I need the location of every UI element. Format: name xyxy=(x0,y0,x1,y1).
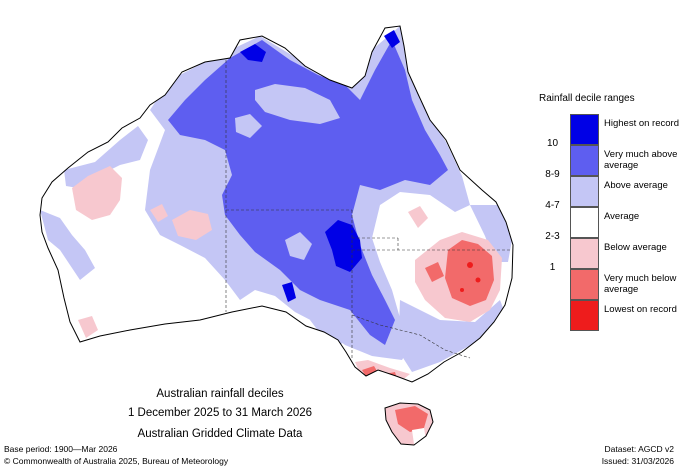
legend-range-label: 1 xyxy=(549,262,556,273)
caption-title: Australian rainfall deciles xyxy=(156,388,284,400)
dataset-text: Dataset: AGCD v2 xyxy=(604,444,674,454)
legend-swatch xyxy=(570,176,599,207)
legend-item: 4-7 Average xyxy=(540,200,670,238)
legend-item: Highest on record xyxy=(540,114,679,145)
legend-category-label: Very much above average xyxy=(604,149,678,171)
legend-title: Rainfall decile ranges xyxy=(539,93,635,104)
caption-period: 1 December 2025 to 31 March 2026 xyxy=(127,407,313,419)
legend-category-label: Highest on record xyxy=(604,118,679,129)
legend-range-label: 2-3 xyxy=(545,231,560,242)
legend-range-label: 10 xyxy=(546,138,559,149)
legend-category-label: Above average xyxy=(604,180,668,191)
legend-range-label: 8-9 xyxy=(545,169,560,180)
legend-swatch xyxy=(570,269,599,300)
caption-source: Australian Gridded Climate Data xyxy=(137,428,303,440)
legend-item: 1 Very much below average xyxy=(540,262,676,300)
state-borders xyxy=(225,60,512,360)
mainland-rainfall-shading xyxy=(39,25,514,383)
legend-category-label: Very much below average xyxy=(604,273,677,295)
legend-category-label: Below average xyxy=(604,242,667,253)
legend-swatch xyxy=(570,114,599,145)
legend-swatch xyxy=(570,145,599,176)
legend-category-label: Lowest on record xyxy=(604,304,677,315)
legend-item: 8-9 Above average xyxy=(540,169,670,207)
legend-swatch xyxy=(570,300,599,331)
copyright-text: © Commonwealth of Australia 2025, Bureau… xyxy=(4,456,229,466)
legend-range-label: 4-7 xyxy=(545,200,560,211)
legend-item: Lowest on record xyxy=(540,300,677,331)
legend-swatch xyxy=(570,238,599,269)
base-period-text: Base period: 1900—Mar 2026 xyxy=(4,444,118,454)
legend-item: 10 Very much above average xyxy=(540,138,677,176)
legend-item: 2-3 Below average xyxy=(540,231,670,269)
issued-text: Issued: 31/03/2026 xyxy=(601,456,674,466)
legend-swatch xyxy=(570,207,599,238)
tasmania-rainfall-shading xyxy=(384,402,434,446)
legend-category-label: Average xyxy=(604,211,640,222)
